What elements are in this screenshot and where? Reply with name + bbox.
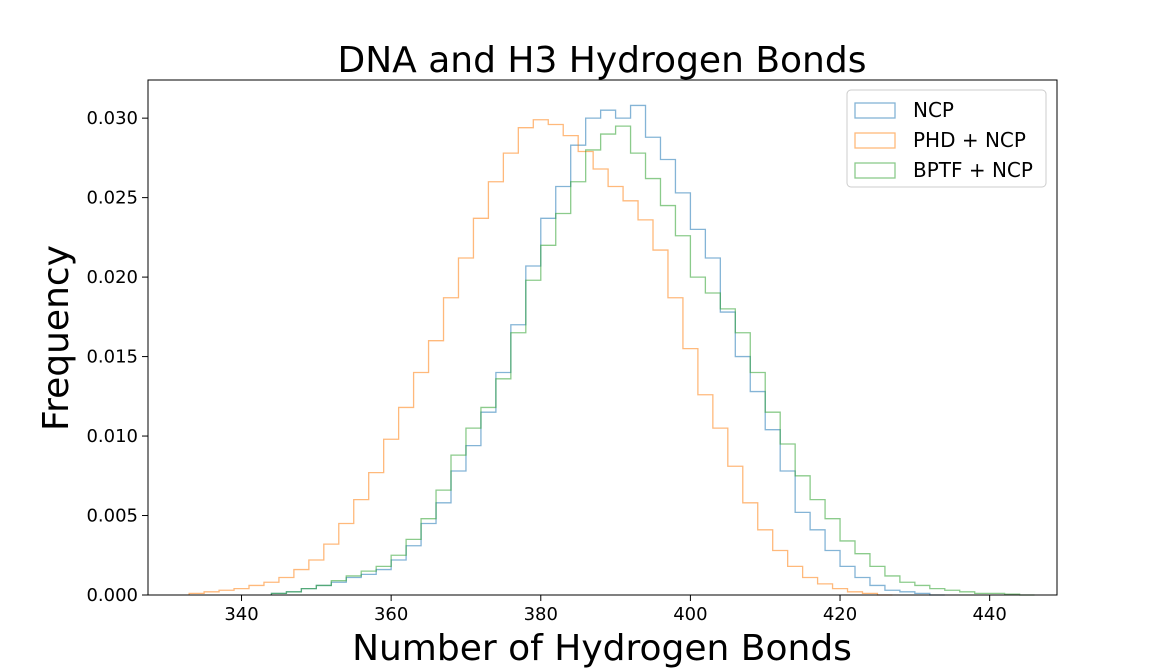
- x-tick-label: 340: [224, 604, 258, 625]
- plot-axes: 340 360 380 400 420 440 0.000 0.005 0.010 0.015 0.…: [86, 79, 1058, 625]
- legend-swatch: [854, 162, 896, 179]
- y-tick-label: 0.005: [86, 506, 138, 527]
- chart-title: DNA and H3 Hydrogen Bonds: [338, 40, 867, 81]
- legend-swatch: [854, 132, 896, 149]
- x-tick-label: 360: [374, 604, 408, 625]
- plot-frame: [147, 79, 1058, 596]
- y-tick-label: 0.020: [86, 267, 138, 288]
- x-tick-label: 440: [972, 604, 1006, 625]
- legend: NCP PHD + NCP BPTF + NCP: [846, 89, 1047, 188]
- legend-frame: [846, 89, 1047, 188]
- series-line-1: [188, 119, 893, 596]
- y-tick-label: 0.010: [86, 426, 138, 447]
- y-tick-label: 0.000: [86, 585, 138, 606]
- y-tick-label: 0.015: [86, 347, 138, 368]
- legend-swatch: [854, 102, 896, 119]
- y-tick-label: 0.025: [86, 188, 138, 209]
- plot-series: [188, 104, 1035, 596]
- y-tick-label: 0.030: [86, 108, 138, 129]
- x-tick-label: 420: [823, 604, 857, 625]
- legend-label: BPTF + NCP: [913, 158, 1033, 182]
- series-line-2: [270, 125, 1035, 596]
- x-tick-label: 400: [673, 604, 707, 625]
- x-axis-label: Number of Hydrogen Bonds: [352, 628, 852, 669]
- legend-label: PHD + NCP: [913, 128, 1026, 152]
- legend-label: NCP: [913, 98, 954, 122]
- y-axis-label: Frequency: [36, 245, 77, 431]
- x-tick-label: 380: [524, 604, 558, 625]
